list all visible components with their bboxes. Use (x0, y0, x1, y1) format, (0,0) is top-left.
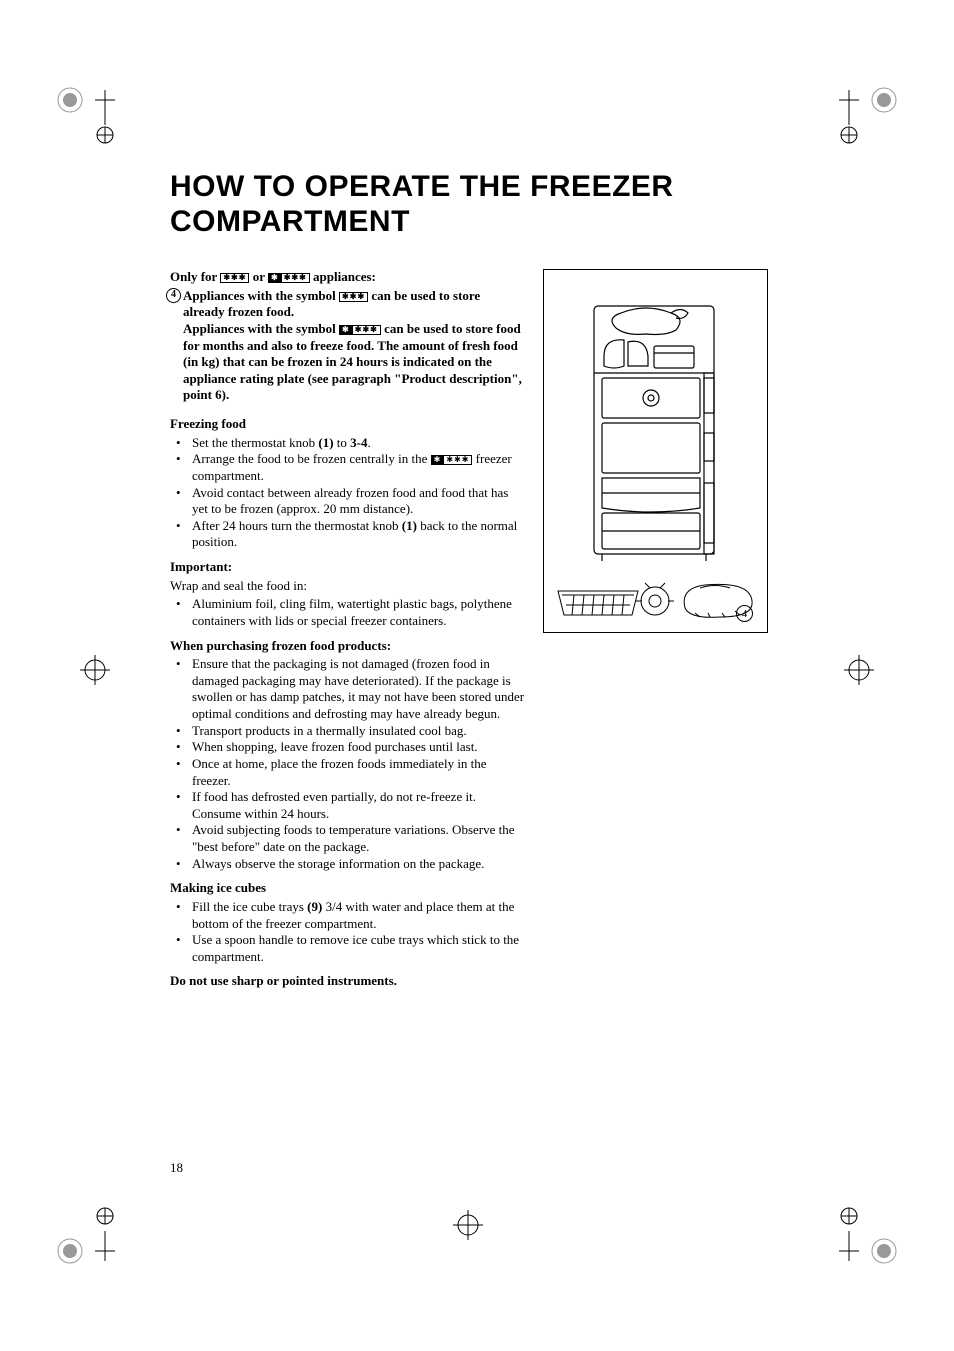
ice-tray-illustration: 4 (550, 573, 761, 628)
purchasing-title: When purchasing frozen food products: (170, 638, 525, 655)
list-item: Ensure that the packaging is not damaged… (186, 656, 525, 723)
list-item: Once at home, place the frozen foods imm… (186, 756, 525, 789)
four-star-icon: ✱✱✱✱ (268, 273, 310, 283)
freezing-list: Set the thermostat knob (1) to 3-4. Arra… (170, 435, 525, 551)
list-item: Transport products in a thermally insula… (186, 723, 525, 740)
crop-mark-bl (55, 1206, 115, 1266)
fridge-illustration (576, 278, 736, 563)
list-item: Avoid subjecting foods to temperature va… (186, 822, 525, 855)
content-columns: Only for ✱✱✱ or ✱✱✱✱ appliances: 4 Appli… (170, 269, 870, 990)
intro-block: 4 Appliances with the symbol ✱✱✱ can be … (170, 288, 525, 404)
list-item: Always observe the storage information o… (186, 856, 525, 873)
crop-mark-ml (55, 640, 115, 700)
three-star-icon: ✱✱✱ (220, 273, 249, 283)
page-number: 18 (170, 1160, 183, 1176)
page-title: HOW TO OPERATE THE FREEZER COMPARTMENT (170, 170, 870, 239)
four-star-icon: ✱✱✱✱ (339, 325, 381, 335)
warning-text: Do not use sharp or pointed instruments. (170, 973, 525, 990)
crop-mark-tr (839, 85, 899, 145)
crop-mark-br (839, 1206, 899, 1266)
intro-only-for: Only for ✱✱✱ or ✱✱✱✱ appliances: (170, 269, 525, 286)
intro-line-2: Appliances with the symbol ✱✱✱✱ can be u… (183, 321, 525, 404)
list-item: Avoid contact between already frozen foo… (186, 485, 525, 518)
list-item: Set the thermostat knob (1) to 3-4. (186, 435, 525, 452)
intro-line-1: Appliances with the symbol ✱✱✱ can be us… (183, 288, 525, 321)
list-item: When shopping, leave frozen food purchas… (186, 739, 525, 756)
crop-mark-tl (55, 85, 115, 145)
figure-panel: 4 (543, 269, 768, 633)
list-item: After 24 hours turn the thermostat knob … (186, 518, 525, 551)
figure-callout-number: 4 (736, 605, 753, 622)
list-item: Arrange the food to be frozen centrally … (186, 451, 525, 484)
four-star-icon: ✱✱✱✱ (431, 455, 473, 465)
important-list: Aluminium foil, cling film, watertight p… (170, 596, 525, 629)
three-star-icon: ✱✱✱ (339, 292, 368, 302)
list-item: If food has defrosted even partially, do… (186, 789, 525, 822)
list-item: Fill the ice cube trays (9) 3/4 with wat… (186, 899, 525, 932)
list-item: Aluminium foil, cling film, watertight p… (186, 596, 525, 629)
purchasing-list: Ensure that the packaging is not damaged… (170, 656, 525, 872)
left-column: Only for ✱✱✱ or ✱✱✱✱ appliances: 4 Appli… (170, 269, 525, 990)
page-content: HOW TO OPERATE THE FREEZER COMPARTMENT O… (170, 170, 870, 990)
freezing-title: Freezing food (170, 416, 525, 433)
ice-list: Fill the ice cube trays (9) 3/4 with wat… (170, 899, 525, 966)
crop-mark-bc (438, 1195, 498, 1255)
ice-title: Making ice cubes (170, 880, 525, 897)
list-item: Use a spoon handle to remove ice cube tr… (186, 932, 525, 965)
important-subtitle: Wrap and seal the food in: (170, 578, 525, 595)
intro-circle-number: 4 (166, 288, 181, 303)
important-title: Important: (170, 559, 525, 576)
